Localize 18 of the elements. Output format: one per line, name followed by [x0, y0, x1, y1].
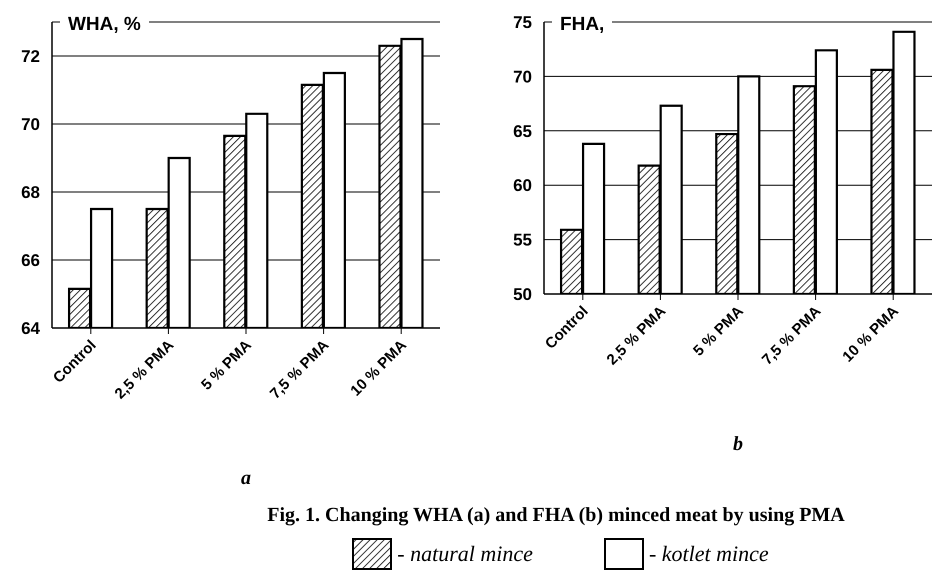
y-tick-label: 65	[513, 122, 532, 141]
y-tick-label: 66	[21, 251, 40, 270]
y-tick-label: 68	[21, 183, 40, 202]
x-axis-title: a	[241, 467, 251, 489]
y-tick-label: 72	[21, 47, 40, 66]
y-tick-label: 75	[513, 13, 532, 32]
chart-title: WHA, %	[60, 12, 149, 38]
y-tick-label: 50	[513, 285, 532, 304]
y-tick-label: 55	[513, 230, 532, 250]
caption: Fig. 1. Changing WHA (a) and FHA (b) minced meat by using PMA	[266, 504, 846, 527]
legend-label: - kotlet mince	[648, 541, 769, 567]
y-tick-label: 70	[513, 67, 532, 86]
y-tick-label: 60	[513, 176, 532, 196]
legend-label: - natural mince	[397, 541, 533, 567]
chart-title: FHA,	[552, 12, 612, 38]
y-tick-label: 64	[21, 319, 41, 338]
y-tick-label: 70	[21, 115, 40, 134]
x-axis-title: b	[733, 433, 743, 455]
